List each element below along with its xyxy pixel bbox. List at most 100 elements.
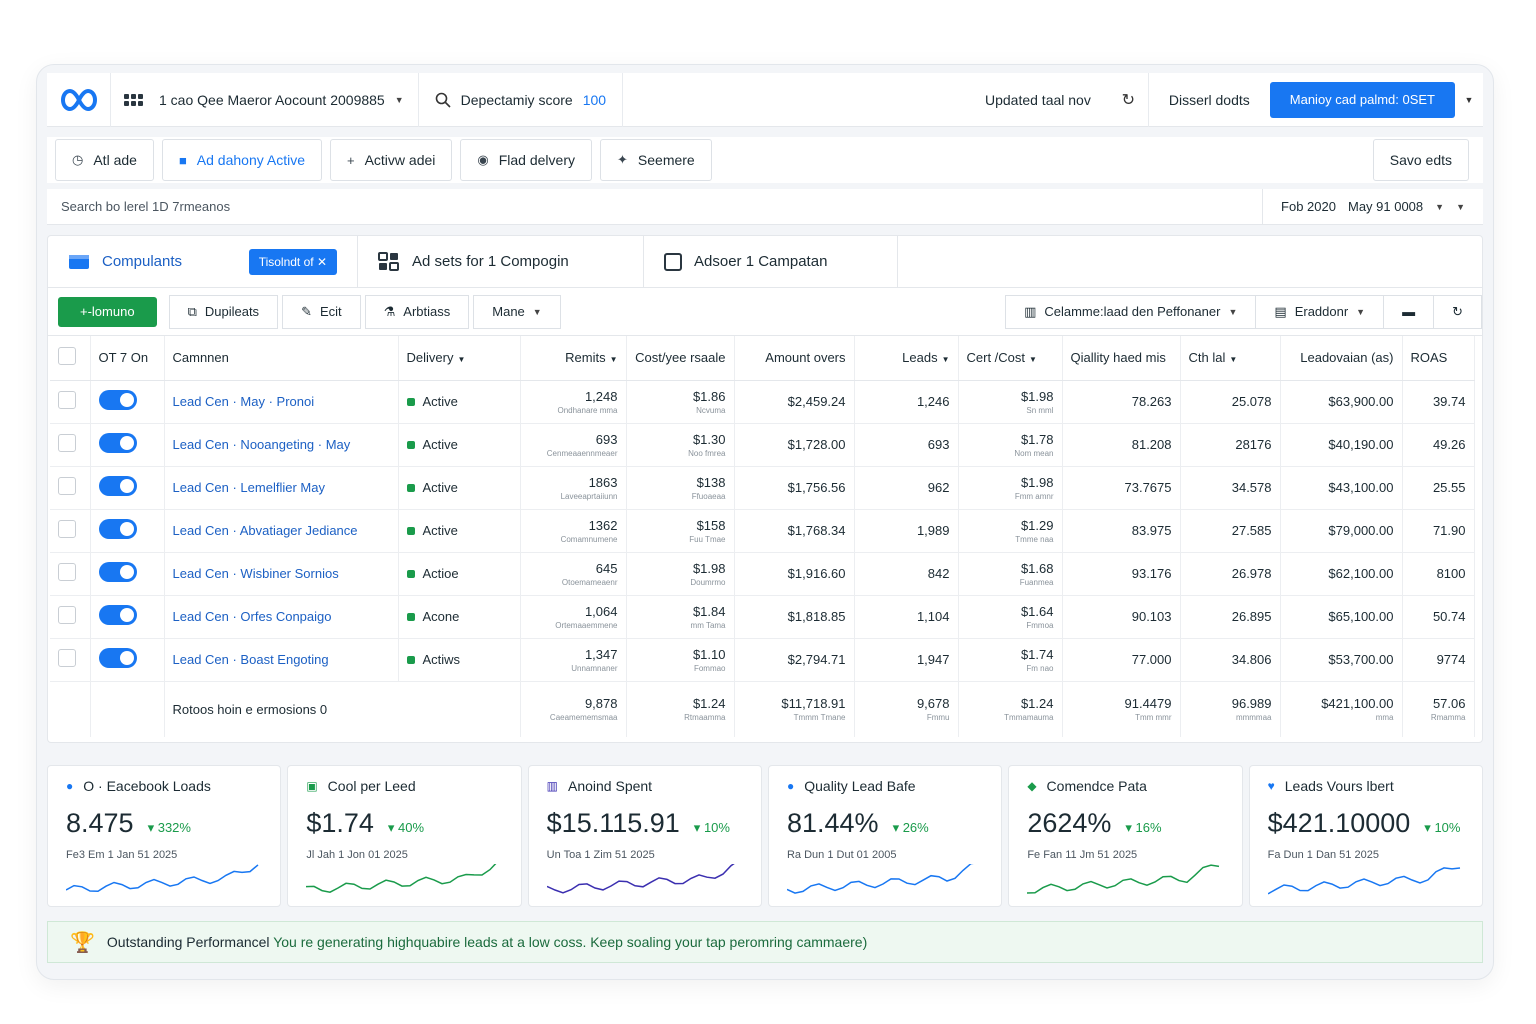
kpi-card[interactable]: ● O · Eacebook Loads 8.475 ▾ 332% Fe3 Em 1…	[47, 765, 282, 907]
active-delivery-button[interactable]: ■ Ad dahony Active	[161, 139, 322, 181]
account-selector[interactable]: 1 cao Qee Maeror Aocount 2009885 ▼	[155, 72, 419, 127]
on-off-toggle[interactable]	[98, 390, 137, 410]
on-off-toggle[interactable]	[98, 605, 137, 625]
kpi-card[interactable]: ◆ Comendce Pata 2624% ▾ 16% Fe Fan 11 Jm 5…	[1008, 765, 1243, 907]
see-more-button[interactable]: ✦ Seemere	[600, 139, 712, 181]
select-all-header[interactable]	[50, 336, 91, 381]
campaign-name-cell[interactable]: Lead Cen · Orfes Conpaigo	[164, 595, 399, 639]
campaign-name-link[interactable]: Lead Cen · Orfes Conpaigo	[172, 609, 332, 624]
tab-campaigns[interactable]: Compulants Tisolndt of ✕	[48, 236, 358, 287]
publish-button[interactable]: Manioy cad palmd: 0SET	[1269, 81, 1455, 118]
row-checkbox[interactable]	[58, 434, 76, 452]
refresh-icon[interactable]: ↻	[1433, 294, 1482, 329]
refresh-icon[interactable]: ↻	[1109, 72, 1149, 127]
table-row[interactable]: Lead Cen · Orfes Conpaigo Acone 1,064 Ort…	[50, 595, 1475, 639]
campaign-name-link[interactable]: Lead Cen · Abvatiager Jediance	[172, 523, 358, 538]
row-checkbox[interactable]	[58, 391, 76, 409]
toggle-cell[interactable]	[90, 595, 165, 639]
row-checkbox-cell[interactable]	[50, 638, 91, 682]
col-campaign[interactable]: Camnnen	[164, 336, 399, 381]
row-checkbox-cell[interactable]	[50, 466, 91, 510]
active-ads-button[interactable]: + Activw adei	[329, 139, 453, 181]
on-off-toggle[interactable]	[98, 433, 137, 453]
row-checkbox-cell[interactable]	[50, 552, 91, 596]
row-checkbox[interactable]	[58, 606, 76, 624]
col-delivery[interactable]: Delivery ▼	[398, 336, 521, 381]
table-row[interactable]: Lead Cen · May · Pronoi Active 1,248 Ondh…	[50, 380, 1475, 424]
col-cost-per-result[interactable]: Cost/yee rsaale	[626, 336, 735, 381]
col-on-off[interactable]: OT 7 On	[90, 336, 165, 381]
duplicate-button[interactable]: ⧉ Dupileats	[168, 294, 279, 329]
kpi-card[interactable]: ● Quality Lead Bafe 81.44% ▾ 26% Ra Dun 1 …	[767, 765, 1003, 907]
campaign-name-link[interactable]: Lead Cen · Nooangeting · May	[172, 437, 351, 452]
quality-cell: 81.208	[1062, 423, 1181, 467]
create-button[interactable]: +-lomuno	[58, 296, 157, 327]
row-checkbox[interactable]	[58, 477, 76, 495]
toggle-cell[interactable]	[90, 466, 165, 510]
campaign-name-cell[interactable]: Lead Cen · Lemelflier May	[164, 466, 399, 510]
col-leads[interactable]: Leads ▼	[854, 336, 959, 381]
row-checkbox-cell[interactable]	[50, 423, 91, 467]
tab-ad-sets[interactable]: Ad sets for 1 Compogin	[358, 236, 644, 287]
campaign-name-link[interactable]: Lead Cen · Wisbiner Sornios	[172, 566, 339, 581]
discard-drafts-button[interactable]: Disserl dodts	[1168, 91, 1250, 108]
table-row[interactable]: Lead Cen · Wisbiner Sornios Actioe 645 Ot…	[50, 552, 1475, 596]
table-row[interactable]: Lead Cen · Lemelflier May Active 1863 Lav…	[50, 466, 1475, 510]
col-quality[interactable]: Qiallity haed mis	[1062, 336, 1181, 381]
col-cost-per-lead[interactable]: Cert /Cost ▼	[958, 336, 1063, 381]
campaign-name-cell[interactable]: Lead Cen · May · Pronoi	[164, 380, 399, 424]
table-row[interactable]: Lead Cen · Nooangeting · May Active 693 C…	[50, 423, 1475, 467]
selected-badge[interactable]: Tisolndt of ✕	[248, 248, 337, 275]
edit-button[interactable]: ✎ Ecit	[282, 294, 361, 329]
on-off-toggle[interactable]	[98, 648, 137, 668]
row-checkbox-cell[interactable]	[50, 380, 91, 424]
date-range-picker[interactable]: Fob 2020 May 91 0008 ▼ ▼	[1262, 188, 1483, 225]
row-checkbox-cell[interactable]	[50, 595, 91, 639]
ab-test-button[interactable]: ⚗ Arbtiass	[364, 294, 470, 329]
on-off-toggle[interactable]	[98, 562, 137, 582]
reports-icon[interactable]: ▬	[1383, 294, 1434, 329]
apps-grid-icon[interactable]	[111, 73, 155, 127]
had-delivery-button[interactable]: ◉ Flad delvery	[460, 139, 592, 181]
opportunity-score[interactable]: Depectamiy score 100	[419, 72, 624, 127]
table-row[interactable]: Lead Cen · Boast Engoting Actiws 1,347 Un…	[50, 638, 1475, 682]
save-edits-button[interactable]: Savo edts	[1372, 139, 1469, 181]
chevron-down-icon[interactable]: ▼	[1464, 94, 1474, 105]
search-input[interactable]: Search bo lerel 1D 7rmeanos	[61, 199, 231, 214]
toggle-cell[interactable]	[90, 380, 165, 424]
all-ads-button[interactable]: ◷ Atl ade	[55, 139, 154, 181]
kpi-card[interactable]: ♥ Leads Vours lbert $421.10000 ▾ 10% Fa Du…	[1248, 765, 1483, 907]
campaign-name-cell[interactable]: Lead Cen · Boast Engoting	[164, 638, 399, 682]
campaign-name-link[interactable]: Lead Cen · Boast Engoting	[172, 652, 329, 667]
campaign-name-link[interactable]: Lead Cen · Lemelflier May	[172, 480, 325, 495]
campaign-name-cell[interactable]: Lead Cen · Abvatiager Jediance	[164, 509, 399, 553]
col-results[interactable]: Remits ▼	[520, 336, 627, 381]
toggle-cell[interactable]	[90, 552, 165, 596]
select-all-checkbox[interactable]	[58, 347, 76, 366]
toggle-cell[interactable]	[90, 638, 165, 682]
col-amount-spent[interactable]: Amount overs	[734, 336, 855, 381]
col-lead-value[interactable]: Leadovaian (as)	[1280, 336, 1403, 381]
tab-ads[interactable]: Adsoer 1 Campatan	[644, 236, 898, 287]
col-roas[interactable]: ROAS	[1402, 336, 1475, 381]
toggle-cell[interactable]	[90, 423, 165, 467]
campaign-name-link[interactable]: Lead Cen · May · Pronoi	[172, 394, 315, 409]
campaign-name-cell[interactable]: Lead Cen · Nooangeting · May	[164, 423, 399, 467]
columns-dropdown[interactable]: ▥ Celamme:laad den Peffonaner ▼	[1005, 294, 1256, 329]
meta-logo-icon[interactable]	[47, 72, 111, 127]
kpi-card[interactable]: ▣ Cool per Leed $1.74 ▾ 40% Jl Jah 1 Jon 0…	[287, 765, 522, 907]
kpi-card[interactable]: ▥ Anoind Spent $15.115.91 ▾ 10% Un Toa 1 Z…	[527, 765, 762, 907]
row-checkbox[interactable]	[58, 649, 76, 667]
campaign-name-cell[interactable]: Lead Cen · Wisbiner Sornios	[164, 552, 399, 596]
col-ctr[interactable]: Cth lal ▼	[1180, 336, 1281, 381]
table-row[interactable]: Lead Cen · Abvatiager Jediance Active 13…	[50, 509, 1475, 553]
row-checkbox-cell[interactable]	[50, 509, 91, 553]
toggle-cell[interactable]	[90, 509, 165, 553]
row-checkbox[interactable]	[58, 520, 76, 538]
cost-per-lead-cell: $1.29 Tmme naa	[958, 509, 1063, 553]
on-off-toggle[interactable]	[98, 519, 137, 539]
on-off-toggle[interactable]	[98, 476, 137, 496]
row-checkbox[interactable]	[58, 563, 76, 581]
more-button[interactable]: Mane ▼	[473, 294, 561, 329]
breakdown-dropdown[interactable]: ▤ Eraddonr ▼	[1255, 294, 1384, 329]
